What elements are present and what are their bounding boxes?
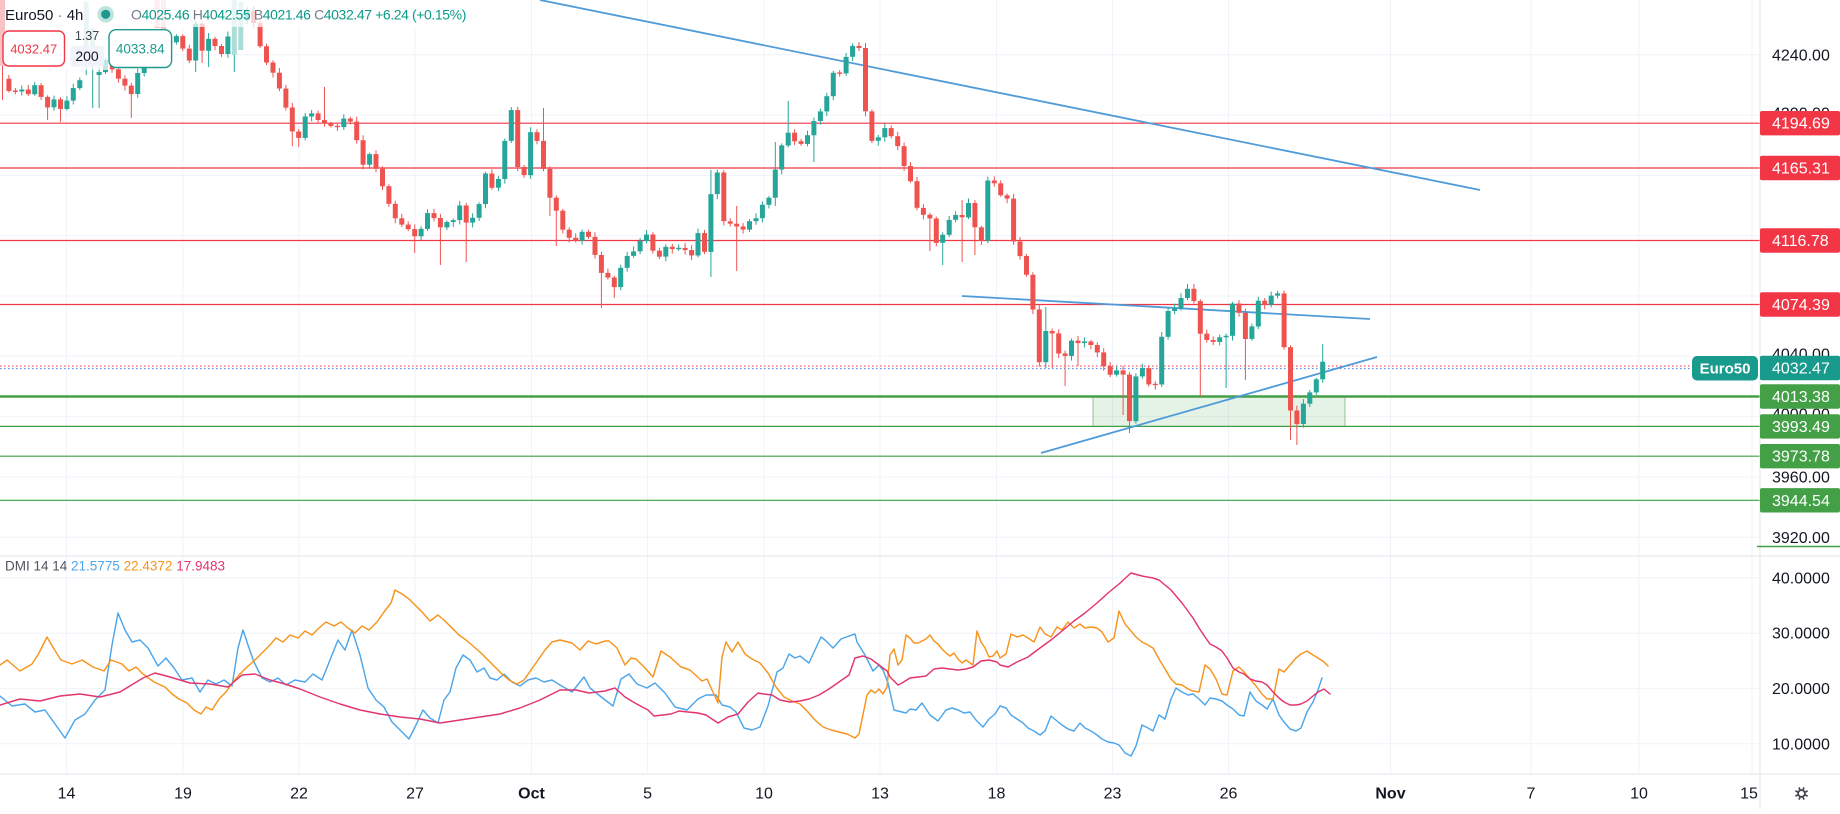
svg-text:15: 15 — [1740, 786, 1758, 803]
svg-text:14: 14 — [58, 786, 76, 803]
svg-text:Euro50 · 4h: Euro50 · 4h — [5, 7, 83, 24]
svg-text:4013.38: 4013.38 — [1772, 389, 1830, 406]
svg-text:10.0000: 10.0000 — [1772, 736, 1830, 753]
svg-text:19: 19 — [174, 786, 192, 803]
svg-text:13: 13 — [871, 786, 889, 803]
svg-text:Oct: Oct — [518, 786, 545, 803]
svg-text:23: 23 — [1104, 786, 1122, 803]
svg-text:3944.54: 3944.54 — [1772, 493, 1830, 510]
svg-text:4165.31: 4165.31 — [1772, 161, 1830, 178]
svg-text:20.0000: 20.0000 — [1772, 681, 1830, 698]
svg-text:Nov: Nov — [1375, 786, 1405, 803]
svg-text:18: 18 — [988, 786, 1006, 803]
svg-text:27: 27 — [406, 786, 424, 803]
svg-text:10: 10 — [1630, 786, 1648, 803]
svg-text:22: 22 — [290, 786, 308, 803]
svg-text:1.37: 1.37 — [75, 29, 99, 43]
svg-text:4032.47: 4032.47 — [1772, 361, 1830, 378]
svg-text:4194.69: 4194.69 — [1772, 116, 1830, 133]
svg-text:7: 7 — [1527, 786, 1536, 803]
svg-text:5: 5 — [643, 786, 652, 803]
svg-text:3960.00: 3960.00 — [1772, 470, 1830, 487]
svg-text:200: 200 — [75, 48, 99, 64]
svg-text:4240.00: 4240.00 — [1772, 47, 1830, 64]
svg-text:4032.47: 4032.47 — [10, 42, 57, 57]
svg-text:3973.78: 3973.78 — [1772, 449, 1830, 466]
svg-text:10: 10 — [755, 786, 773, 803]
svg-text:O4025.46 H4042.55 B4021.46 C40: O4025.46 H4042.55 B4021.46 C4032.47 +6.2… — [131, 7, 466, 23]
svg-text:40.0000: 40.0000 — [1772, 570, 1830, 587]
svg-text:Euro50: Euro50 — [1700, 361, 1751, 378]
svg-text:4074.39: 4074.39 — [1772, 297, 1830, 314]
svg-text:4116.78: 4116.78 — [1772, 233, 1829, 250]
svg-text:3993.49: 3993.49 — [1772, 419, 1830, 436]
svg-text:3920.00: 3920.00 — [1772, 530, 1830, 547]
svg-text:26: 26 — [1220, 786, 1238, 803]
svg-text:30.0000: 30.0000 — [1772, 626, 1830, 643]
svg-text:DMI 14 14 21.5775 22.4372 17.9: DMI 14 14 21.5775 22.4372 17.9483 — [5, 559, 225, 574]
svg-text:4033.84: 4033.84 — [116, 42, 165, 57]
